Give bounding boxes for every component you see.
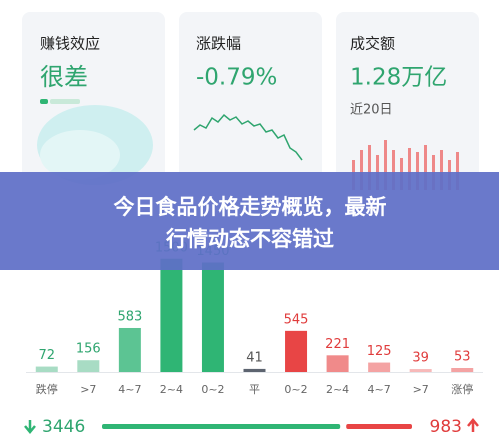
bar	[368, 362, 391, 372]
value-label: 41	[246, 350, 263, 365]
bar	[409, 369, 432, 372]
card-note: 近20日	[350, 103, 393, 118]
bar	[285, 330, 308, 372]
up-count: 983	[430, 417, 462, 437]
value-label: 72	[38, 348, 55, 363]
value-label: 156	[76, 342, 101, 357]
card-title: 赚钱效应	[40, 35, 100, 53]
value-label: 39	[412, 351, 429, 366]
x-tick-label: 4~7	[118, 383, 141, 396]
card-title: 成交额	[350, 35, 395, 53]
illustration	[40, 130, 120, 180]
card	[179, 12, 322, 212]
up-arrow	[467, 418, 479, 432]
banner-title: 今日食品价格走势概览，最新	[114, 195, 387, 219]
bar	[118, 327, 141, 372]
bar	[326, 355, 349, 372]
banner-title: 行情动态不容错过	[165, 227, 334, 251]
bar	[77, 360, 100, 372]
card-value: 1.28万亿	[350, 65, 447, 91]
x-tick-label: 2~4	[160, 383, 183, 396]
value-label: 125	[367, 344, 392, 359]
ratio-bar	[102, 424, 412, 429]
indicator	[50, 99, 80, 104]
sparkline	[193, 113, 303, 161]
x-tick-label: 4~7	[368, 383, 391, 396]
bar	[35, 366, 58, 372]
card-value: 很差	[40, 63, 88, 91]
value-label: 545	[284, 312, 309, 327]
x-tick-label: >7	[80, 383, 96, 396]
value-label: 53	[454, 349, 471, 364]
x-tick-label: 跌停	[36, 382, 58, 396]
card-value: -0.79%	[196, 65, 277, 91]
x-tick-label: 0~2	[284, 383, 307, 396]
x-tick-label: >7	[413, 383, 429, 396]
down-bar	[102, 424, 341, 429]
value-label: 583	[117, 309, 142, 324]
down-count: 3446	[42, 417, 85, 437]
bar	[160, 258, 183, 372]
card	[336, 12, 479, 212]
x-tick-label: 2~4	[326, 383, 349, 396]
down-arrow	[24, 420, 36, 434]
bar	[243, 368, 266, 372]
bar	[451, 367, 474, 372]
up-bar	[346, 424, 412, 429]
value-label: 221	[325, 337, 350, 352]
indicator	[40, 99, 48, 104]
bar	[201, 262, 224, 372]
banner	[0, 172, 499, 270]
x-tick-label: 平	[249, 383, 260, 396]
x-tick-label: 0~2	[201, 383, 224, 396]
x-tick-label: 涨停	[451, 382, 473, 396]
card-title: 涨跌幅	[196, 35, 241, 53]
